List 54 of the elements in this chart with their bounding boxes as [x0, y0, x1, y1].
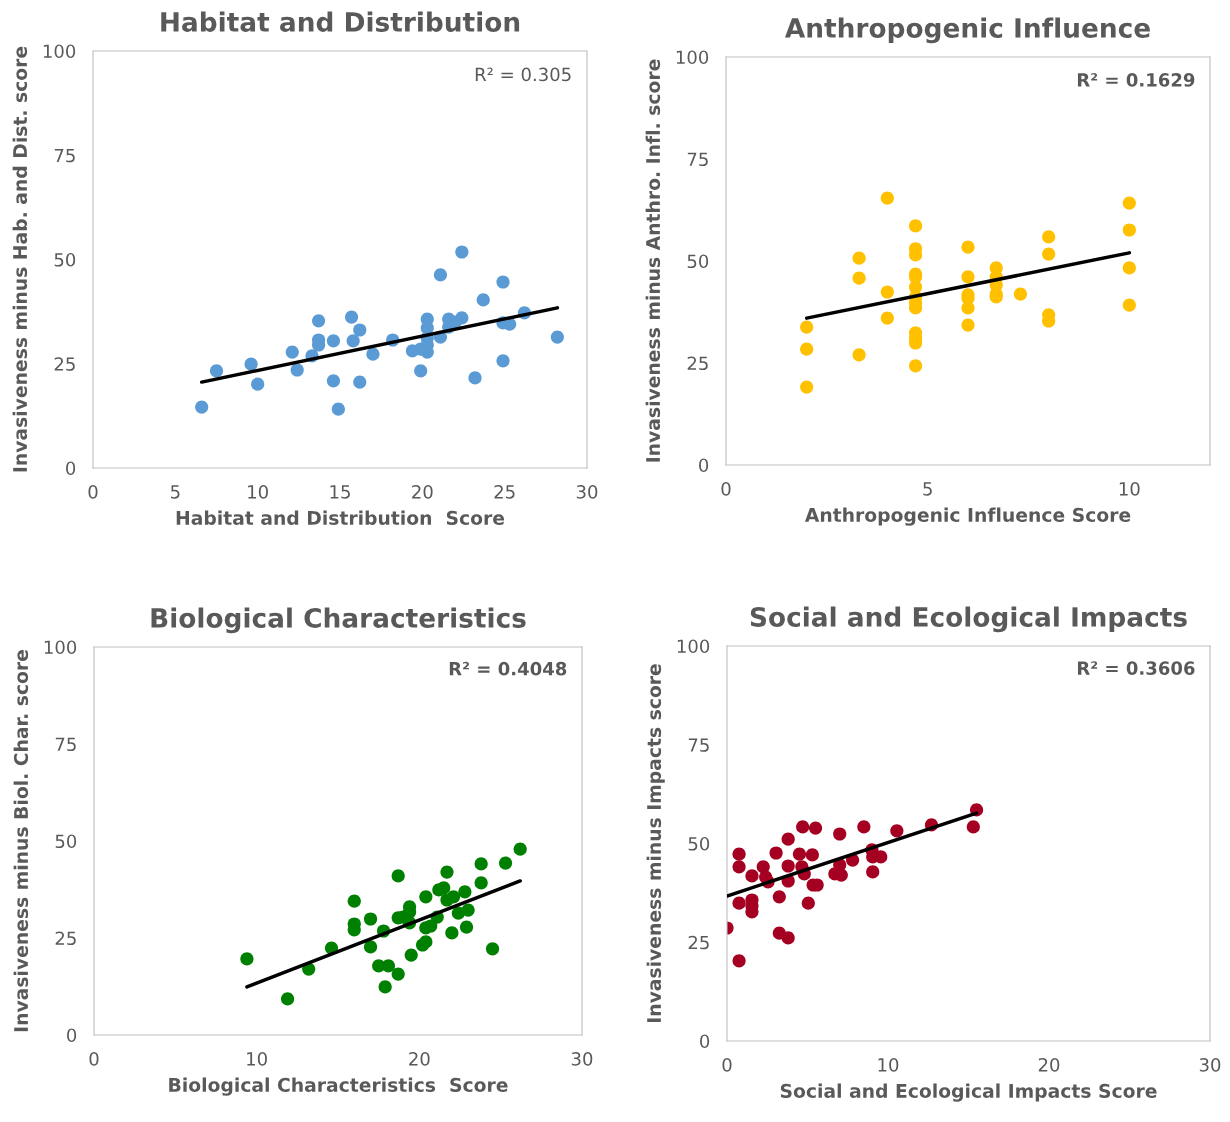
x-tick-label: 30: [571, 1051, 593, 1066]
y-axis-title: Invasiveness minus Hab. and Dist. score: [12, 46, 28, 472]
y-tick-label: 75: [687, 152, 708, 167]
y-tick-label: 0: [66, 461, 76, 476]
x-tick-label: 5: [170, 485, 180, 499]
y-tick-label: 75: [54, 148, 75, 163]
y-axis-title: Invasiveness minus Anthro. Infl. score: [645, 59, 661, 462]
y-tick-label: 25: [687, 356, 708, 371]
x-tick-label: 30: [1199, 1057, 1221, 1072]
x-axis-title: Habitat and Distribution Score: [176, 510, 505, 525]
x-tick-label: 0: [89, 1051, 99, 1066]
y-tick-label: 50: [688, 836, 710, 851]
chart-title: Social and Ecological Impacts: [750, 606, 1187, 633]
x-axis-title: Anthropogenic Influence Score: [804, 507, 1131, 526]
x-tick-label: 30: [576, 484, 598, 499]
y-tick-label: 100: [44, 640, 77, 655]
chart-title: Habitat and Distribution: [161, 11, 520, 32]
x-tick-label: 10: [878, 1057, 899, 1072]
chart-title: Anthropogenic Influence: [784, 17, 1150, 44]
x-tick-label: 0: [88, 484, 98, 499]
y-axis-title: Invasiveness minus Impacts score: [646, 664, 665, 1023]
x-tick-label: 10: [247, 1051, 267, 1066]
y-tick-label: 25: [55, 931, 76, 946]
x-tick-label: 25: [494, 484, 515, 499]
y-tick-label: 75: [55, 737, 76, 752]
y-tick-label: 50: [687, 254, 709, 269]
x-tick-label: 20: [1038, 1057, 1060, 1072]
x-tick-label: 10: [248, 484, 268, 499]
x-axis-title: Social and Ecological Impacts Score: [780, 1083, 1157, 1102]
x-tick-label: 10: [1119, 481, 1140, 496]
y-tick-label: 100: [677, 639, 710, 654]
x-tick-label: 15: [330, 485, 350, 499]
annotation: R² = 0.305: [475, 67, 571, 82]
y-tick-label: 0: [700, 1034, 710, 1049]
y-tick-label: 100: [43, 44, 76, 59]
y-tick-label: 25: [54, 357, 75, 371]
annotation: R² = 0.4048: [449, 661, 567, 676]
y-tick-label: 0: [67, 1028, 77, 1043]
chart-title: Biological Characteristics: [151, 607, 526, 634]
y-tick-label: 0: [699, 458, 709, 473]
y-axis-title: Invasiveness minus Biol. Char. score: [13, 650, 29, 1032]
y-tick-label: 50: [55, 834, 77, 849]
y-tick-label: 50: [54, 252, 76, 267]
annotation: R² = 0.1629: [1077, 73, 1195, 87]
x-tick-label: 5: [923, 482, 932, 496]
x-tick-label: 20: [412, 484, 433, 499]
annotation: R² = 0.3606: [1077, 661, 1195, 675]
x-axis-title: Biological Characteristics Score: [169, 1077, 508, 1096]
y-tick-label: 100: [676, 50, 709, 65]
y-tick-label: 25: [688, 935, 709, 950]
y-tick-label: 75: [688, 738, 709, 752]
x-tick-label: 0: [721, 481, 731, 496]
x-tick-label: 0: [722, 1057, 732, 1072]
x-tick-label: 20: [409, 1051, 430, 1066]
